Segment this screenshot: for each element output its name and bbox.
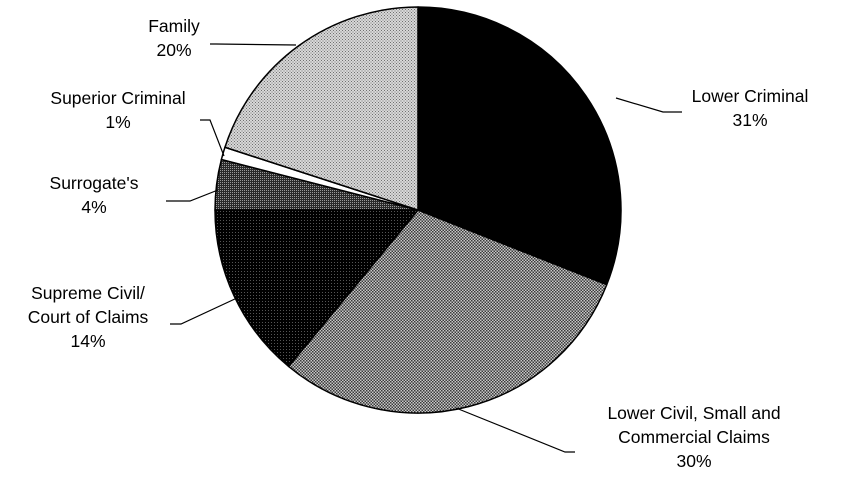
leader-line-lower-criminal [615, 97, 682, 113]
slice-label-line: Commercial Claims [618, 427, 770, 447]
pie-slice-supreme-civil-court-of-claims [214, 209, 419, 368]
slice-label-line: Lower Civil, Small and [607, 403, 780, 423]
leader-line-family [210, 43, 297, 46]
slice-label-surrogate-s: Surrogate's 4% [50, 173, 139, 217]
slice-label-lower-civil-small-and-commercial-claims: Lower Civil, Small and Commercial Claims 3… [607, 403, 780, 471]
leader-line-supreme-civil-court-of-claims [170, 297, 238, 325]
slice-label-family: Family 20% [148, 16, 200, 60]
slice-label-line: 20% [156, 40, 191, 60]
pie-slice-lower-criminal [417, 6, 622, 286]
pie-slices [214, 6, 622, 414]
leader-line-superior-criminal [200, 119, 225, 157]
slice-label-superior-criminal: Superior Criminal 1% [50, 88, 185, 132]
slice-label-lower-criminal: Lower Criminal 31% [692, 86, 809, 130]
leader-lines [166, 43, 682, 453]
slice-label-line: 14% [70, 331, 105, 351]
pie-slice-lower-civil-small-and-commercial-claims [287, 209, 608, 414]
slice-label-line: 4% [81, 197, 106, 217]
slice-label-line: 1% [105, 112, 130, 132]
slice-label-line: Superior Criminal [50, 88, 185, 108]
slice-label-supreme-civil-court-of-claims: Supreme Civil/Court of Claims 14% [28, 283, 149, 351]
slice-label-line: Family [148, 16, 200, 36]
pie-slice-family [224, 6, 419, 211]
slice-label-line: 30% [676, 451, 711, 471]
slice-label-line: 31% [732, 110, 767, 130]
slice-labels: Lower Criminal 31% Lower Civil, Small and C… [28, 16, 809, 471]
leader-line-lower-civil-small-and-commercial-claims [455, 407, 575, 453]
leader-line-surrogate-s [166, 189, 219, 202]
slice-label-line: Surrogate's [50, 173, 139, 193]
slice-label-line: Lower Criminal [692, 86, 809, 106]
slice-label-line: Supreme Civil/ [31, 283, 145, 303]
slice-label-line: Court of Claims [28, 307, 149, 327]
